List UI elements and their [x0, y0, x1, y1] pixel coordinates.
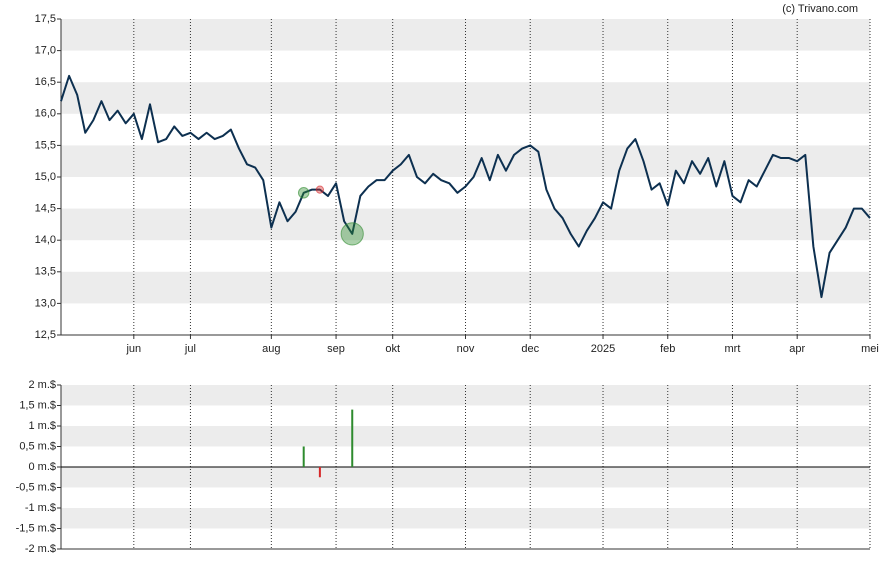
x-tick-label: nov — [457, 343, 475, 355]
y-tick-label: 17,5 — [35, 13, 56, 25]
y-tick-label: 13,5 — [35, 266, 56, 278]
x-tick-label: mei — [861, 343, 879, 355]
x-tick-label: sep — [327, 343, 345, 355]
grid-band — [61, 145, 870, 177]
x-tick-label: 2025 — [591, 343, 615, 355]
x-tick-label: apr — [789, 343, 805, 355]
y-tick-label: 1 m.$ — [28, 420, 56, 432]
x-tick-label: okt — [385, 343, 400, 355]
y-tick-label: 16,0 — [35, 108, 56, 120]
x-tick-label: jul — [184, 343, 196, 355]
y-tick-label: -0,5 m.$ — [16, 481, 56, 493]
y-tick-label: 17,0 — [35, 45, 56, 57]
insider-bar — [351, 409, 354, 467]
insider-bar — [318, 467, 321, 478]
y-tick-label: -1,5 m.$ — [16, 522, 56, 534]
x-tick-label: dec — [521, 343, 539, 355]
y-tick-label: 1,5 m.$ — [19, 399, 56, 411]
x-tick-label: jun — [125, 343, 141, 355]
grid-band — [61, 208, 870, 241]
insider-marker — [340, 222, 364, 246]
y-tick-label: 12,5 — [35, 329, 56, 341]
price-line — [60, 74, 871, 299]
y-tick-label: 14,5 — [35, 203, 56, 215]
insider-marker — [297, 187, 310, 199]
y-tick-label: 0,5 m.$ — [19, 440, 56, 452]
y-tick-label: 14,0 — [35, 234, 56, 246]
x-tick-label: aug — [262, 343, 280, 355]
insider-bar — [302, 446, 305, 467]
insider-marker — [315, 185, 325, 194]
y-tick-label: 13,0 — [35, 297, 56, 309]
y-tick-label: 0 m.$ — [28, 461, 56, 473]
y-tick-label: -1 m.$ — [25, 502, 56, 514]
y-tick-label: -2 m.$ — [25, 543, 56, 555]
x-tick-label: mrt — [725, 343, 741, 355]
y-tick-label: 15,5 — [35, 139, 56, 151]
x-tick-label: feb — [660, 343, 675, 355]
y-tick-label: 15,0 — [35, 171, 56, 183]
y-tick-label: 2 m.$ — [28, 379, 56, 391]
y-tick-label: 16,5 — [35, 76, 56, 88]
copyright: (c) Trivano.com — [782, 3, 858, 15]
